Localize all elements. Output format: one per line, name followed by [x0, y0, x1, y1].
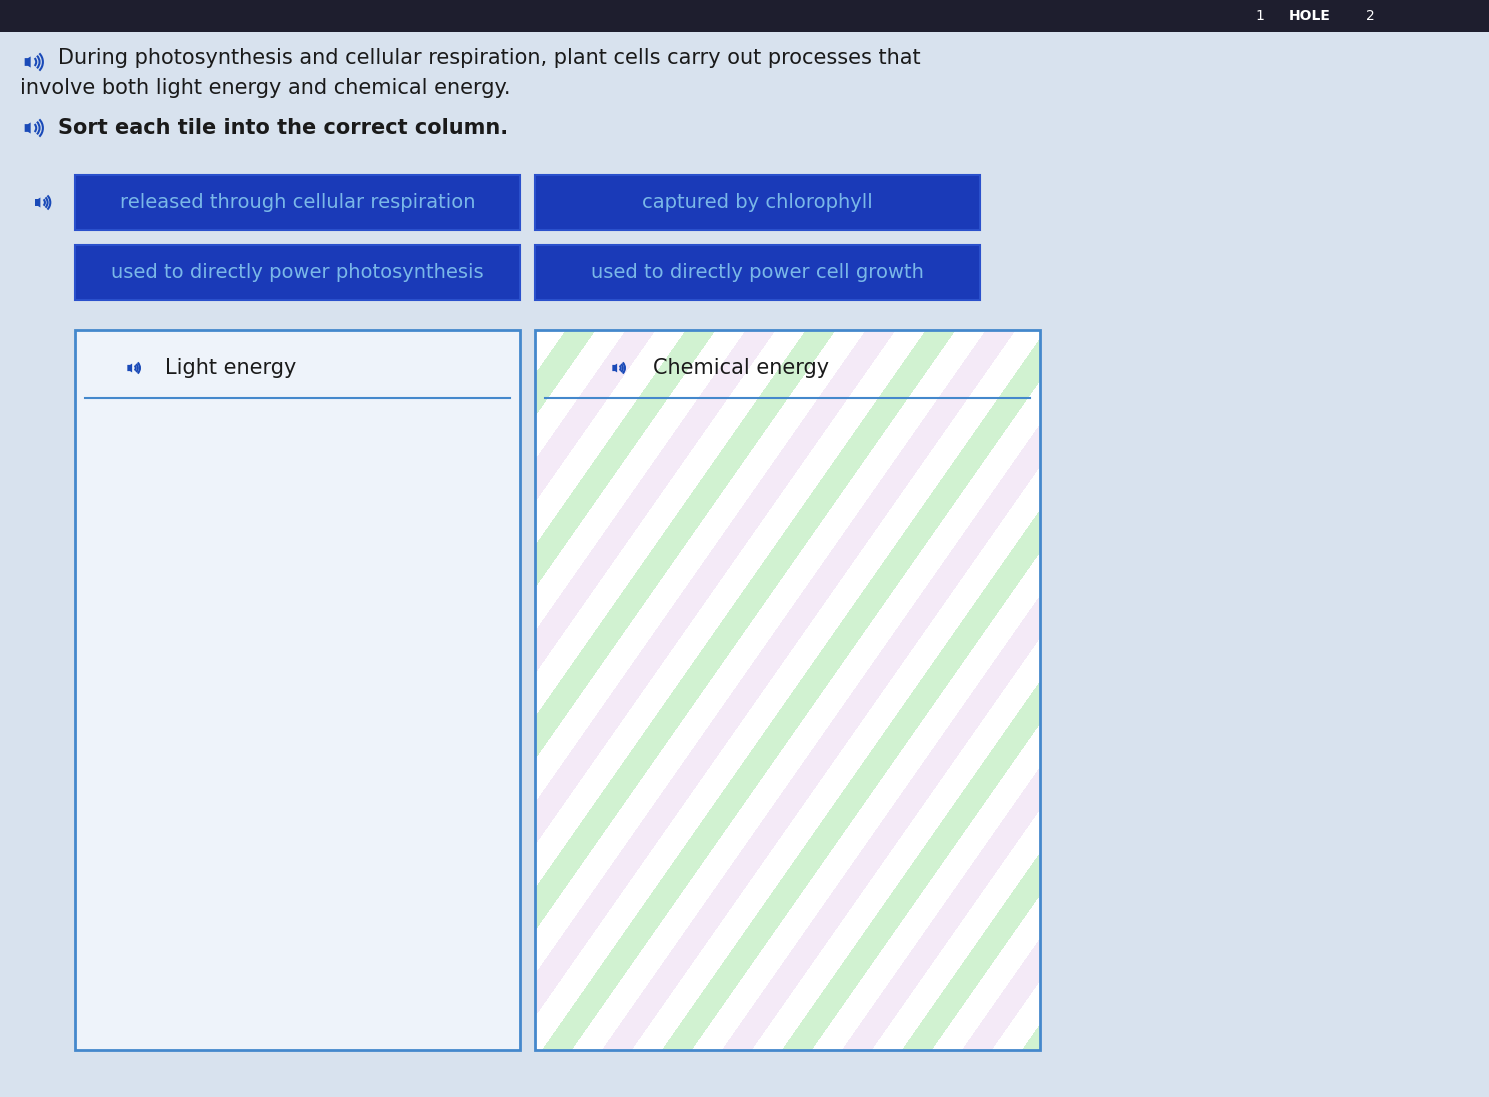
Text: used to directly power photosynthesis: used to directly power photosynthesis: [112, 263, 484, 282]
Bar: [535, 245, 980, 299]
Text: involve both light energy and chemical energy.: involve both light energy and chemical e…: [19, 78, 511, 98]
Text: used to directly power cell growth: used to directly power cell growth: [591, 263, 925, 282]
Bar: [535, 330, 1039, 1050]
Bar: [74, 330, 520, 1050]
Text: released through cellular respiration: released through cellular respiration: [119, 193, 475, 212]
Text: HOLE: HOLE: [1289, 9, 1331, 23]
Polygon shape: [25, 123, 31, 134]
Bar: [535, 330, 1039, 1050]
Bar: [535, 176, 980, 230]
Polygon shape: [612, 363, 616, 373]
Bar: [74, 245, 520, 299]
Text: Sort each tile into the correct column.: Sort each tile into the correct column.: [58, 118, 508, 138]
Polygon shape: [128, 363, 133, 373]
Text: During photosynthesis and cellular respiration, plant cells carry out processes : During photosynthesis and cellular respi…: [58, 48, 920, 68]
Text: 2: 2: [1365, 9, 1374, 23]
Text: 1: 1: [1255, 9, 1264, 23]
Bar: [74, 176, 520, 230]
Text: captured by chlorophyll: captured by chlorophyll: [642, 193, 873, 212]
Polygon shape: [25, 56, 31, 68]
Polygon shape: [36, 197, 40, 207]
Text: Light energy: Light energy: [165, 358, 296, 378]
Bar: [0, 0, 1489, 32]
Text: Chemical energy: Chemical energy: [654, 358, 829, 378]
